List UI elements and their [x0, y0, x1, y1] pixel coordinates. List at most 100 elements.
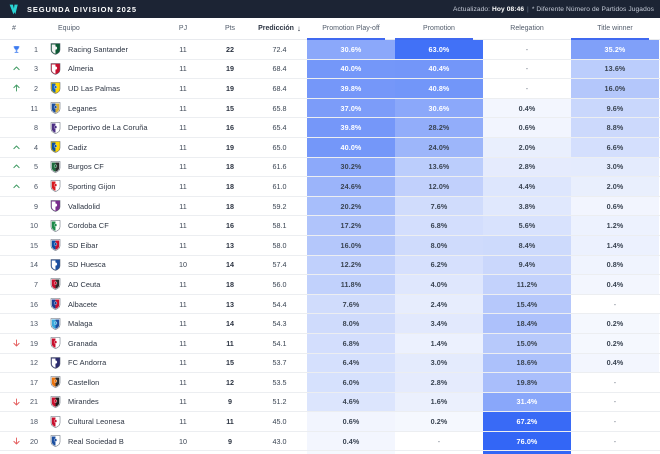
cell-prediccion: 68.4 [272, 64, 287, 74]
cordoba-crest [50, 219, 61, 232]
table-row[interactable]: 17 Castellon 11 12 53.5 6.0% 2.8% 19.8% [0, 373, 660, 393]
table-row[interactable]: 15 SD Eibar 11 13 58.0 16.0% 8.0% 8.4% [0, 235, 660, 256]
cell-team[interactable]: Sporting Gijon [48, 177, 160, 196]
cell-prediccion: 68.4 [272, 83, 287, 93]
table-row[interactable]: 6 Sporting Gijon 11 18 61.0 24.6% 12.0% … [0, 177, 660, 197]
team-name: Deportivo de La Coruña [68, 123, 148, 133]
team-name: Cultural Leonesa [68, 417, 125, 427]
column-header-promotion[interactable]: Promotion [423, 25, 455, 32]
cell-team[interactable]: SD Huesca [48, 256, 160, 275]
cell-team[interactable]: Castellon [48, 373, 160, 392]
cell-team[interactable]: Burgos CF [48, 158, 160, 177]
table-row[interactable]: 19 Granada 11 11 54.1 6.8% 1.4% 15.0% [0, 333, 660, 354]
table-row[interactable]: 9 Valladolid 11 18 59.2 20.2% 7.6% 3.8% [0, 196, 660, 217]
column-header-promotion-playoff[interactable]: Promotion Play-off [322, 25, 380, 32]
table-row[interactable]: 13 Malaga 11 14 54.3 8.0% 3.4% 18.4% [0, 314, 660, 334]
playoff-value: 37.0% [340, 103, 362, 113]
cell-team[interactable]: Racing Santander [48, 40, 160, 59]
cell-team[interactable]: SD Eibar [48, 236, 160, 255]
table-row[interactable]: 21 Mirandes 11 9 51.2 4.6% 1.6% 31.4% [0, 392, 660, 413]
cell-promotion: 1.6% [395, 392, 483, 412]
cell-team[interactable]: Albacete [48, 295, 160, 314]
cell-title: - [571, 431, 659, 451]
cell-title: 16.0% [571, 79, 659, 98]
arrow-down-icon [10, 397, 23, 407]
promotion-value: 2.8% [430, 377, 448, 387]
title-value: - [613, 436, 617, 446]
promotion-value: 6.8% [430, 221, 448, 231]
title-value: - [613, 299, 617, 309]
table-row[interactable]: 8 Deportivo de La Coruña 11 16 65.4 39.8… [0, 118, 660, 138]
updated-status: Actualizado: Hoy 08:46 | * Diferente Núm… [453, 6, 654, 13]
cell-team[interactable]: UD Las Palmas [48, 79, 160, 98]
column-header-title-winner[interactable]: Title winner [597, 25, 633, 32]
table-row[interactable]: 10 Cordoba CF 11 16 58.1 17.2% 6.8% 5.6% [0, 216, 660, 236]
table-row[interactable]: 20 Real Sociedad B 10 9 43.0 0.4% - 76.0… [0, 431, 660, 452]
column-header-team[interactable]: Equipo [58, 25, 80, 32]
cell-team[interactable]: Valladolid [48, 197, 160, 216]
column-header-rank[interactable]: # [12, 25, 16, 32]
table-row[interactable]: 2 UD Las Palmas 11 19 68.4 39.8% 40.8% - [0, 79, 660, 99]
table-row[interactable]: 22 Zaragoza 11 6 39.1 0.2% - 89.6% [0, 451, 660, 454]
cell-promotion: 3.4% [395, 314, 483, 333]
table-row[interactable]: 16 Albacete 11 13 54.4 7.6% 2.4% 15.4% [0, 294, 660, 315]
cell-team[interactable]: Mirandes [48, 393, 160, 412]
cell-playoff: 6.8% [307, 333, 395, 353]
cell-playoff: 8.0% [307, 314, 395, 333]
cell-prediccion: 54.3 [272, 319, 287, 329]
cell-title: 0.4% [571, 275, 659, 294]
cell-team[interactable]: AD Ceuta [48, 275, 160, 294]
cell-team[interactable]: Almeria [48, 60, 160, 79]
cell-playoff: 39.8% [307, 79, 395, 98]
cell-team[interactable]: Real Sociedad B [48, 432, 160, 451]
table-row[interactable]: 1 Racing Santander 11 22 72.4 30.6% 63.0… [0, 40, 660, 60]
cell-prediccion: 54.1 [272, 338, 287, 348]
table-row[interactable]: 3 Almeria 11 19 68.4 40.0% 40.4% - [0, 59, 660, 80]
column-header-pts[interactable]: Pts [224, 25, 236, 32]
title-value: 0.6% [606, 201, 624, 211]
cell-playoff: 30.6% [307, 40, 395, 59]
title-value: 1.2% [606, 221, 624, 231]
column-header-relegation[interactable]: Relegation [510, 25, 544, 32]
cell-team[interactable]: Leganes [48, 99, 160, 118]
column-header-pj[interactable]: PJ [178, 25, 188, 32]
cell-team[interactable]: Granada [48, 334, 160, 353]
table-row[interactable]: 5 Burgos CF 11 18 61.6 30.2% 13.6% 2.8% [0, 157, 660, 178]
cell-team[interactable]: FC Andorra [48, 354, 160, 373]
table-row[interactable]: 11 Leganes 11 15 65.8 37.0% 30.6% 0.4% [0, 98, 660, 119]
table-row[interactable]: 4 Cadiz 11 19 65.0 40.0% 24.0% 2.0% [0, 137, 660, 158]
relegation-value: - [525, 44, 529, 54]
cell-team[interactable]: Deportivo de La Coruña [48, 118, 160, 137]
cell-relegation: 15.4% [483, 294, 571, 314]
cell-team[interactable]: Cultural Leonesa [48, 412, 160, 431]
cell-pts: 15 [226, 358, 234, 368]
relegation-value: 3.8% [518, 201, 536, 211]
table-row[interactable]: 7 AD Ceuta 11 18 56.0 11.8% 4.0% 11.2% [0, 275, 660, 295]
cell-pts: 12 [226, 377, 234, 387]
playoff-value: 4.6% [342, 397, 360, 407]
cell-prediccion: 61.6 [272, 162, 287, 172]
real-sociedad-b-crest [50, 435, 61, 447]
cell-pj: 11 [179, 103, 187, 113]
column-header-prediccion[interactable]: Predicción ↓ [254, 18, 305, 39]
cell-playoff: 0.6% [307, 412, 395, 431]
cell-pts: 18 [226, 201, 234, 211]
cell-team[interactable]: Cadiz [48, 138, 160, 157]
cell-team[interactable]: Cordoba CF [48, 216, 160, 235]
cell-prediccion: 45.0 [272, 417, 287, 427]
updated-value: Hoy 08:46 [492, 5, 525, 13]
relegation-value: 0.6% [518, 123, 536, 133]
rank-number: 21 [30, 397, 38, 407]
cell-team[interactable]: Malaga [48, 314, 160, 333]
cell-playoff: 4.6% [307, 392, 395, 412]
table-row[interactable]: 14 SD Huesca 10 14 57.4 12.2% 6.2% 9.4% [0, 255, 660, 276]
cell-rank: 7 [0, 275, 48, 294]
cell-promotion: 28.2% [395, 118, 483, 137]
promotion-value: 7.6% [430, 201, 448, 211]
playoff-value: 17.2% [340, 221, 362, 231]
cell-pj: 11 [179, 397, 187, 407]
sporting-gijon-crest [50, 180, 61, 193]
brand[interactable]: SEGUNDA DIVISION 2025 [8, 3, 137, 16]
table-row[interactable]: 12 FC Andorra 11 15 53.7 6.4% 3.0% 18.6% [0, 353, 660, 374]
table-row[interactable]: 18 Cultural Leonesa 11 11 45.0 0.6% 0.2%… [0, 412, 660, 432]
